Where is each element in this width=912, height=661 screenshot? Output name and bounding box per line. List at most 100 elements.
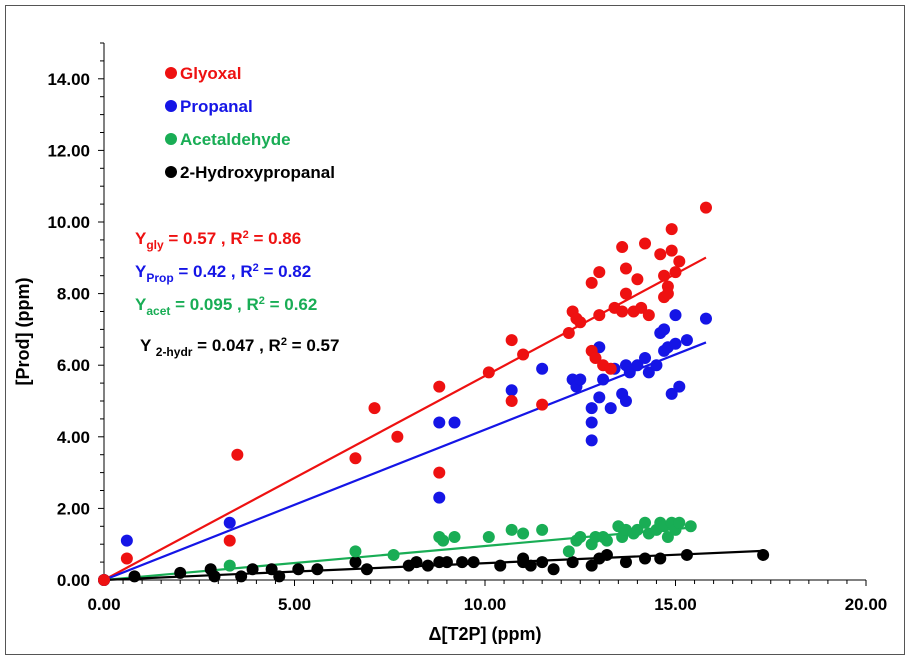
legend: Glyoxal Propanal Acetaldehyde 2-Hydroxyprop…	[165, 64, 335, 182]
data-point	[585, 402, 598, 415]
legend-marker	[165, 67, 177, 79]
data-point	[524, 559, 537, 572]
data-point	[349, 556, 362, 569]
data-point	[273, 570, 286, 583]
data-point	[673, 380, 686, 393]
data-point	[536, 523, 549, 536]
y-tick-label: 12.00	[47, 141, 90, 160]
data-point	[654, 248, 667, 261]
data-point	[665, 223, 678, 236]
data-point	[482, 366, 495, 379]
regression-equation: Ygly = 0.57 , R2 = 0.86	[135, 229, 301, 252]
data-point	[456, 556, 469, 569]
data-point	[631, 523, 644, 536]
data-point	[650, 359, 663, 372]
data-point	[562, 545, 575, 558]
y-tick-label: 2.00	[57, 499, 90, 518]
data-point	[585, 434, 598, 447]
data-point	[547, 563, 560, 576]
data-point	[566, 556, 579, 569]
legend-label: 2-Hydroxypropanal	[180, 163, 335, 182]
data-point	[635, 301, 648, 314]
data-point	[589, 352, 602, 365]
axes-layer: 0.00 2.00 4.00 6.00 8.00 10.00 12.00 14.00 0.00 5…	[47, 42, 887, 614]
data-point	[437, 534, 450, 547]
data-point	[669, 309, 682, 322]
data-point	[600, 548, 613, 561]
y-axis-label: [Prod] (ppm)	[13, 278, 33, 386]
data-point	[292, 563, 305, 576]
data-point	[391, 430, 404, 443]
data-point	[494, 559, 507, 572]
x-axis-label: Δ[T2P] (ppm)	[429, 624, 542, 644]
x-tick-label: 15.00	[654, 595, 697, 614]
y-tick-label: 10.00	[47, 213, 90, 232]
y-tick-label: 14.00	[47, 70, 90, 89]
data-point	[421, 559, 434, 572]
data-point	[574, 373, 587, 386]
data-point	[680, 334, 693, 347]
data-point	[604, 402, 617, 415]
legend-label: Acetaldehyde	[180, 130, 291, 149]
data-point	[505, 395, 518, 407]
data-point	[639, 552, 652, 565]
data-point	[433, 416, 446, 429]
data-point	[433, 491, 446, 504]
data-point	[600, 534, 613, 547]
x-tick-label: 0.00	[87, 595, 120, 614]
points-layer	[98, 201, 770, 586]
legend-label: Glyoxal	[180, 64, 241, 83]
data-point	[665, 387, 678, 400]
data-point	[536, 398, 549, 411]
data-point	[517, 527, 530, 540]
data-point	[604, 362, 617, 375]
legend-label: Propanal	[180, 97, 253, 116]
data-point	[128, 570, 141, 583]
x-tick-label: 5.00	[278, 595, 311, 614]
data-point	[673, 255, 686, 268]
data-point	[654, 552, 667, 565]
y-tick-label: 0.00	[57, 571, 90, 590]
data-point	[642, 366, 655, 379]
chart-frame	[5, 5, 905, 655]
data-point	[98, 574, 110, 586]
regression-equation: Y 2-hydr = 0.047 , R2 = 0.57	[140, 336, 339, 359]
data-point	[349, 452, 362, 465]
data-point	[574, 316, 587, 329]
data-point	[661, 531, 674, 544]
legend-marker	[165, 166, 177, 178]
data-point	[208, 570, 221, 583]
data-point	[639, 237, 652, 250]
data-point	[597, 373, 610, 386]
data-point	[619, 395, 632, 407]
data-point	[619, 287, 632, 300]
data-point	[562, 326, 575, 339]
data-point	[669, 266, 682, 279]
data-point	[661, 287, 674, 300]
data-point	[387, 548, 400, 561]
data-point	[231, 448, 244, 461]
data-point	[680, 548, 693, 561]
trendline-propanal	[103, 341, 707, 582]
data-point	[223, 516, 236, 529]
data-point	[619, 556, 632, 569]
data-point	[505, 523, 518, 536]
legend-marker	[165, 100, 177, 112]
data-point	[505, 334, 518, 347]
data-point	[235, 570, 248, 583]
data-point	[585, 559, 598, 572]
data-point	[536, 362, 549, 375]
data-point	[669, 337, 682, 350]
data-point	[658, 323, 671, 336]
y-tick-label: 8.00	[57, 285, 90, 304]
data-point	[440, 556, 453, 569]
data-point	[223, 534, 236, 547]
data-point	[223, 559, 236, 572]
data-point	[536, 556, 549, 569]
data-point	[593, 266, 606, 279]
data-point	[593, 309, 606, 322]
data-point	[757, 548, 770, 561]
data-point	[574, 531, 587, 544]
data-point	[246, 563, 259, 576]
